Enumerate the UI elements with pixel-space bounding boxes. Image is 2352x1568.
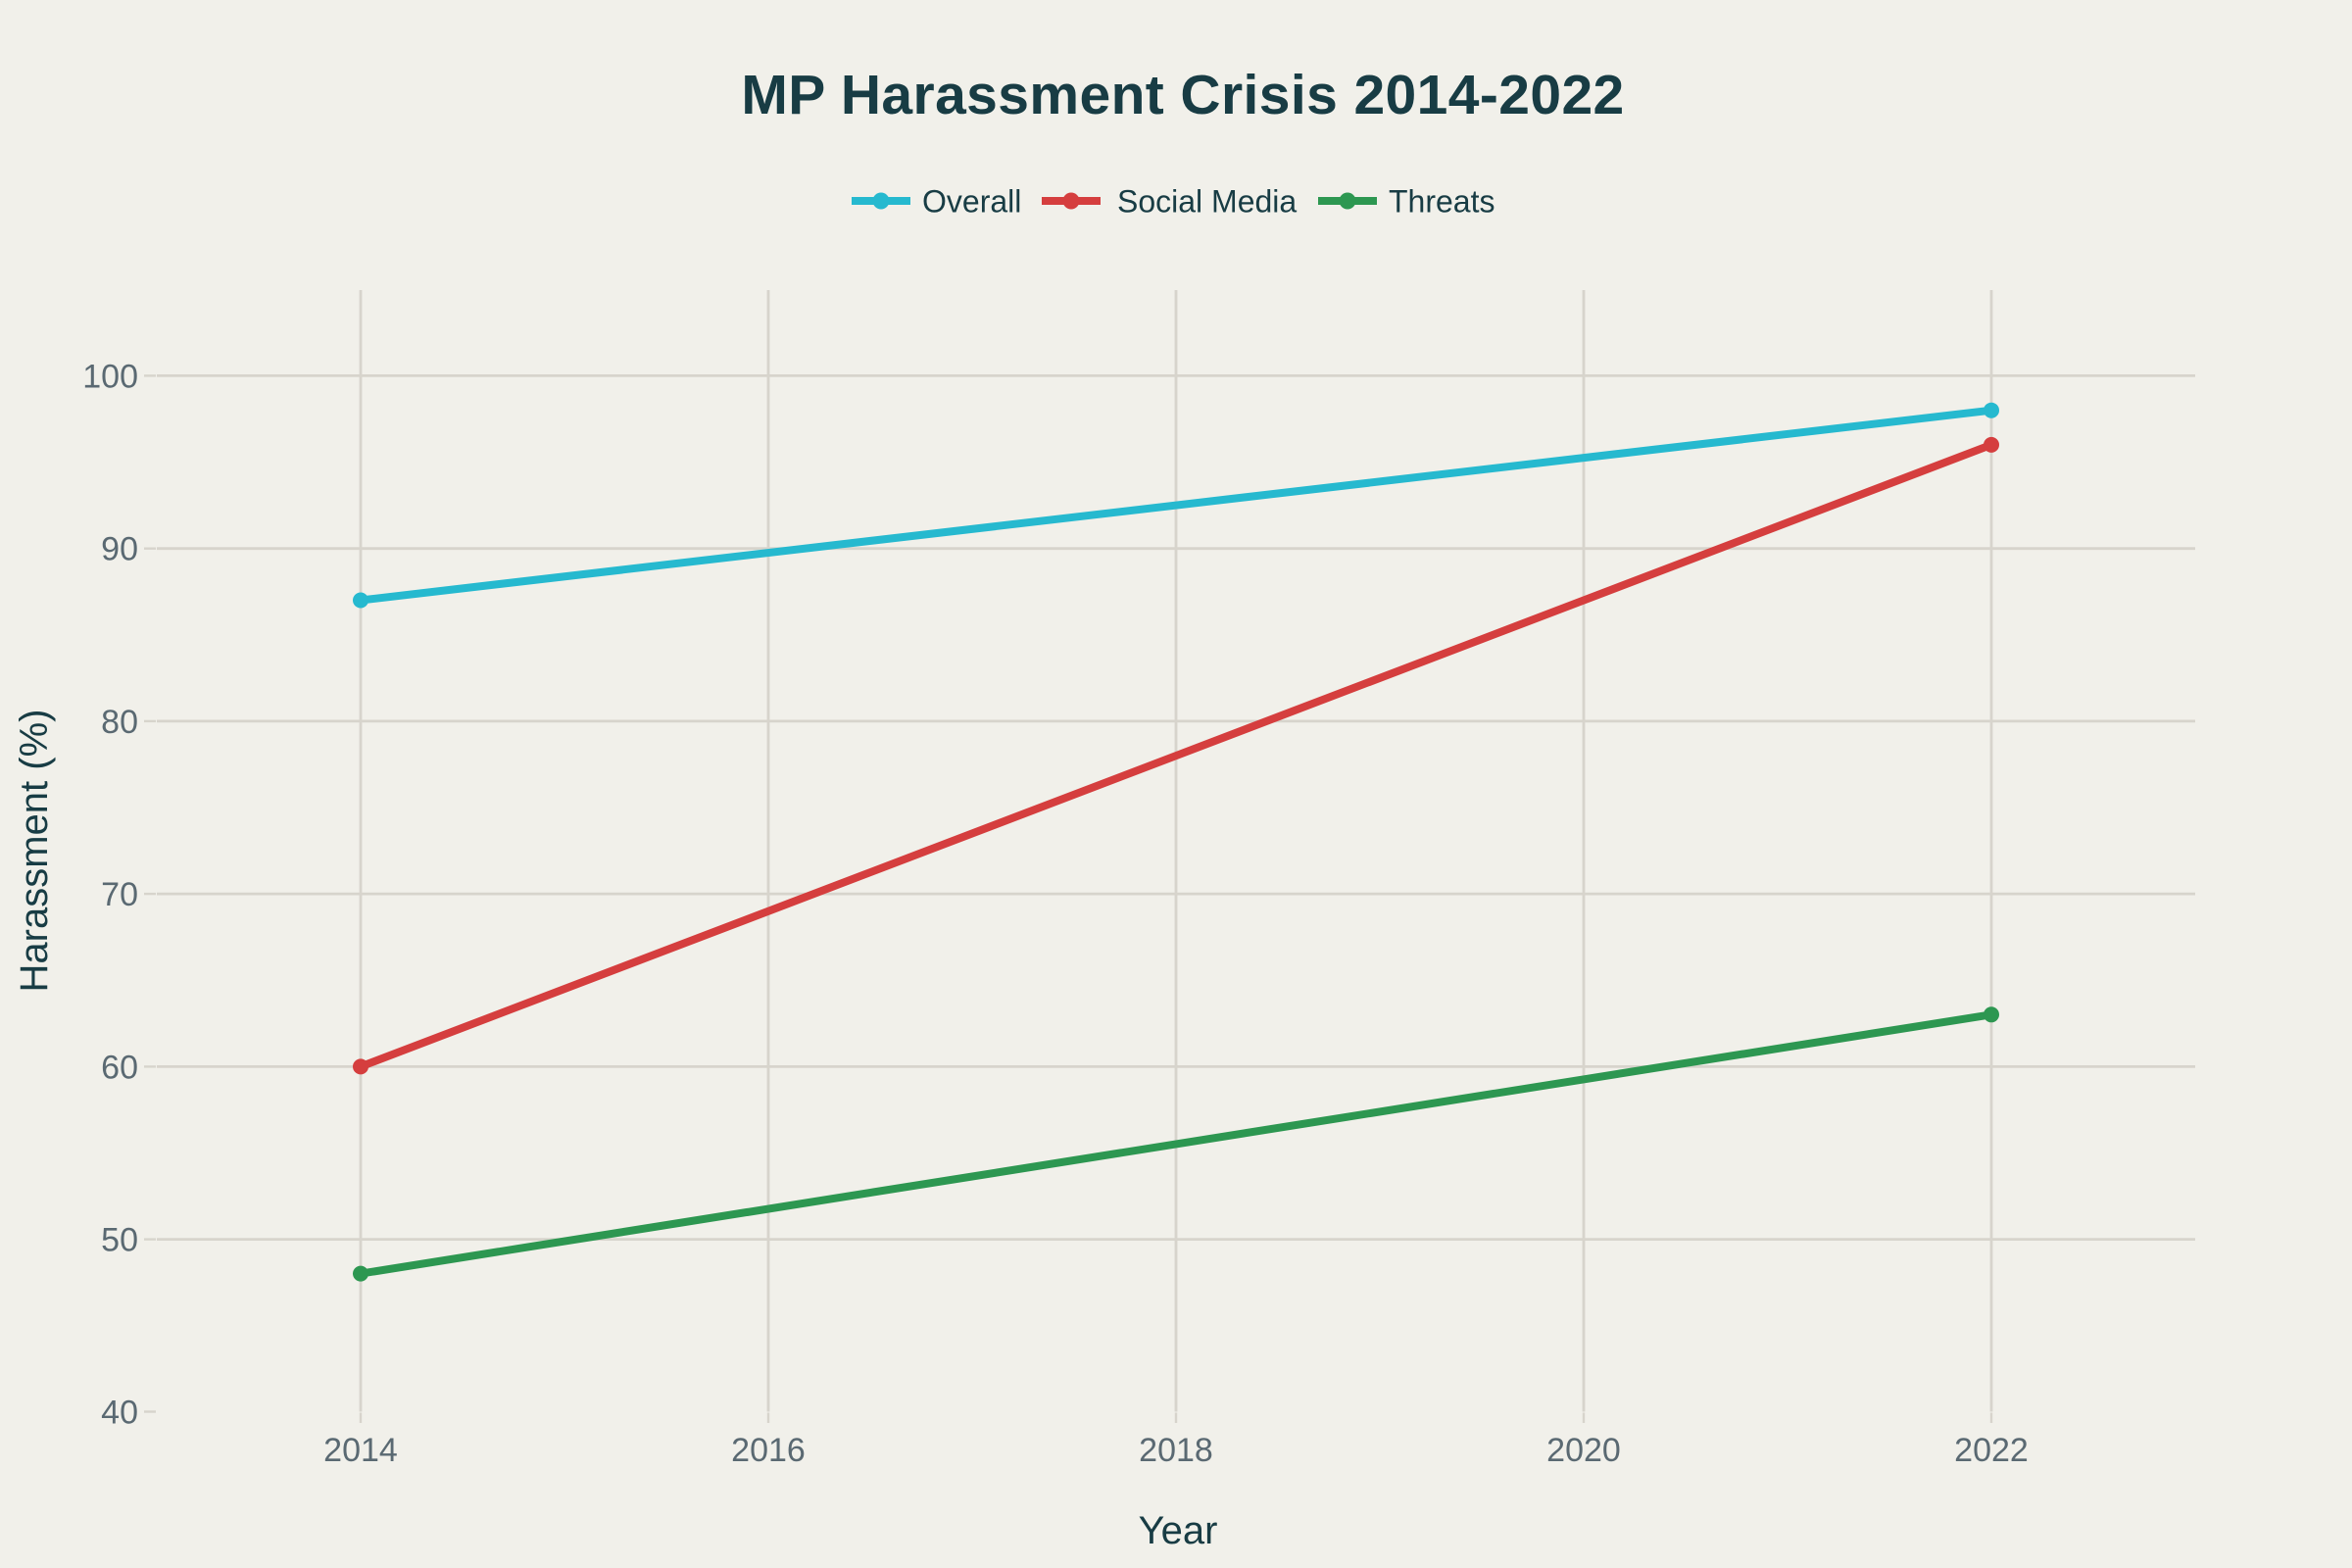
svg-text:Year: Year <box>1139 1509 1218 1552</box>
svg-text:60: 60 <box>101 1049 138 1086</box>
svg-text:50: 50 <box>101 1222 138 1259</box>
svg-text:40: 40 <box>101 1395 138 1432</box>
svg-text:90: 90 <box>101 531 138 568</box>
svg-text:80: 80 <box>101 704 138 741</box>
svg-text:2014: 2014 <box>323 1432 398 1469</box>
svg-text:2022: 2022 <box>1954 1432 2029 1469</box>
svg-text:2016: 2016 <box>731 1432 806 1469</box>
svg-text:Overall: Overall <box>922 184 1021 220</box>
svg-text:2020: 2020 <box>1546 1432 1621 1469</box>
svg-text:70: 70 <box>101 876 138 913</box>
svg-text:Social Media: Social Media <box>1117 184 1297 220</box>
svg-text:100: 100 <box>82 358 138 395</box>
svg-text:Threats: Threats <box>1389 184 1494 220</box>
svg-text:2018: 2018 <box>1139 1432 1213 1469</box>
svg-text:MP Harassment Crisis 2014-2022: MP Harassment Crisis 2014-2022 <box>741 64 1624 126</box>
svg-text:Harassment (%): Harassment (%) <box>13 710 56 993</box>
